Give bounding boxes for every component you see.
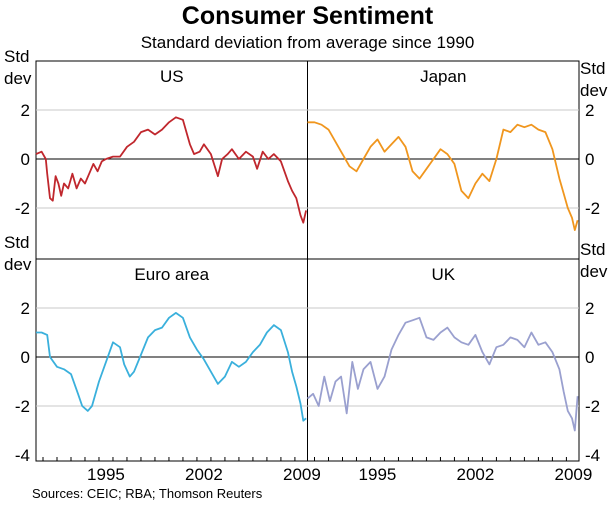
y-tick-label: -2 bbox=[585, 397, 600, 416]
y-tick-label: 0 bbox=[21, 150, 30, 169]
y-tick-label: -4 bbox=[15, 446, 30, 465]
label-layer: US Japan Euro area UK 2 2 0 0 -2 -2 2 2 0 0 -2 -2 -4 -4 St… bbox=[4, 47, 608, 484]
y-tick-label: 0 bbox=[585, 348, 594, 367]
y-tick-label: 2 bbox=[21, 101, 30, 120]
x-tick-label: 1995 bbox=[87, 465, 125, 484]
panel-title: UK bbox=[431, 265, 455, 284]
chart-source: Sources: CEIC; RBA; Thomson Reuters bbox=[32, 486, 263, 501]
y-tick-label: -2 bbox=[585, 199, 600, 218]
x-tick-label: 1995 bbox=[359, 465, 397, 484]
panel-title: Euro area bbox=[134, 265, 209, 284]
y-unit-label: dev bbox=[580, 81, 608, 100]
y-tick-label: 0 bbox=[585, 150, 594, 169]
series-line-euro-area bbox=[36, 312, 307, 422]
grid-layer bbox=[36, 109, 579, 461]
y-tick-label: -2 bbox=[15, 199, 30, 218]
x-tick-label: 2009 bbox=[554, 465, 592, 484]
y-unit-label: dev bbox=[4, 69, 32, 88]
y-unit-label: Std bbox=[580, 59, 606, 78]
y-unit-label: dev bbox=[580, 262, 608, 281]
series-line-uk bbox=[306, 316, 579, 432]
series-line-us bbox=[35, 116, 307, 224]
x-tick-label: 2009 bbox=[283, 465, 321, 484]
y-tick-label: -4 bbox=[585, 446, 600, 465]
x-tick-label: 2002 bbox=[185, 465, 223, 484]
y-unit-label: Std bbox=[4, 233, 30, 252]
y-unit-label: Std bbox=[4, 47, 30, 66]
panel-title: US bbox=[160, 67, 184, 86]
y-tick-label: 2 bbox=[21, 299, 30, 318]
series-line-japan bbox=[307, 121, 579, 231]
y-tick-label: 0 bbox=[21, 348, 30, 367]
y-unit-label: dev bbox=[4, 255, 32, 274]
chart-subtitle: Standard deviation from average since 19… bbox=[140, 33, 475, 52]
panel-title: Japan bbox=[420, 67, 466, 86]
series-layer bbox=[35, 116, 579, 432]
y-tick-label: 2 bbox=[585, 299, 594, 318]
y-unit-label: Std bbox=[580, 240, 606, 259]
y-tick-label: 2 bbox=[585, 101, 594, 120]
x-tick-label: 2002 bbox=[457, 465, 495, 484]
chart-title: Consumer Sentiment bbox=[181, 2, 434, 30]
y-tick-label: -2 bbox=[15, 397, 30, 416]
